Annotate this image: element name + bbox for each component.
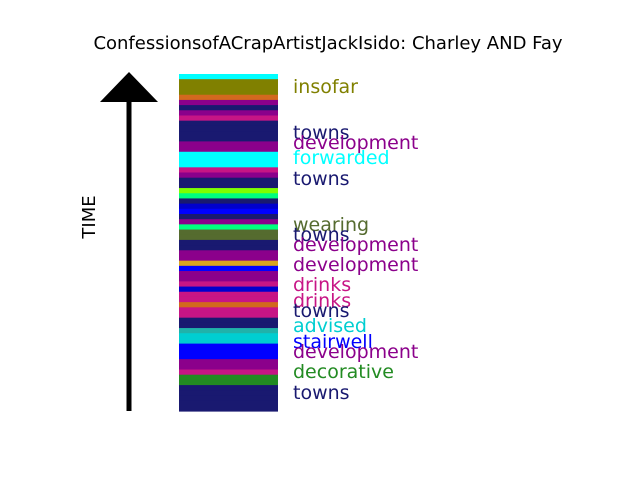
timeline-band xyxy=(179,110,278,117)
timeline-band xyxy=(179,348,278,355)
timeline-band xyxy=(179,328,278,334)
timeline-band xyxy=(179,167,278,174)
timeline-band xyxy=(179,131,278,137)
chart-title: ConfessionsofACrapArtistJackIsido: Charl… xyxy=(93,33,562,54)
timeline-band xyxy=(179,390,278,397)
timeline-band xyxy=(179,333,278,340)
timeline-band xyxy=(179,369,278,376)
timeline-band xyxy=(179,255,278,262)
timeline-band xyxy=(179,302,278,308)
timeline-band xyxy=(179,203,278,210)
timeline-band xyxy=(179,79,278,85)
timeline-band xyxy=(179,317,278,324)
timeline-band xyxy=(179,182,278,189)
event-label: towns xyxy=(293,300,350,322)
timeline-band xyxy=(179,364,278,371)
timeline-band xyxy=(179,286,278,293)
timeline-band xyxy=(179,115,278,122)
event-label: stairwell xyxy=(293,331,373,353)
event-label: forwarded xyxy=(293,147,390,169)
timeline-band xyxy=(179,172,278,179)
event-label: wearing xyxy=(293,214,369,236)
timeline-band xyxy=(179,359,278,365)
event-label: drinks xyxy=(293,274,351,296)
timeline-band xyxy=(179,281,278,288)
timeline-band xyxy=(179,177,278,184)
timeline-band xyxy=(179,234,278,241)
event-label: advised xyxy=(293,315,367,337)
timeline-band xyxy=(179,395,278,402)
timeline-band xyxy=(179,208,278,215)
event-label: development xyxy=(293,341,418,363)
timeline-band xyxy=(179,338,278,345)
timeline-band xyxy=(179,265,278,272)
timeline-band xyxy=(179,312,278,319)
timeline-band xyxy=(179,250,278,257)
timeline-band xyxy=(179,374,278,381)
timeline-band xyxy=(179,151,278,158)
timeline-band xyxy=(179,322,278,329)
event-label: towns xyxy=(293,122,350,144)
timeline-band xyxy=(179,239,278,246)
timeline-band xyxy=(179,84,278,91)
timeline-band xyxy=(179,379,278,386)
timeline-band xyxy=(179,162,278,168)
timeline-band xyxy=(179,271,278,277)
timeline-band xyxy=(179,146,278,153)
event-label: towns xyxy=(293,382,350,404)
time-axis: TIME xyxy=(79,72,158,411)
timeline-band xyxy=(179,400,278,407)
event-label: insofar xyxy=(293,76,358,98)
timeline-band xyxy=(179,353,278,360)
timeline-band xyxy=(179,141,278,148)
timeline-band xyxy=(179,291,278,298)
timeline-band xyxy=(179,296,278,303)
timeline-band xyxy=(179,120,278,127)
timeline-band xyxy=(179,213,278,220)
timeline-band xyxy=(179,99,278,106)
timeline-band xyxy=(179,343,278,350)
event-label: towns xyxy=(293,168,350,190)
timeline-bar xyxy=(179,74,278,412)
event-label: drinks xyxy=(293,290,351,312)
timeline-band xyxy=(179,156,278,163)
timeline-band xyxy=(179,276,278,282)
event-label: decorative xyxy=(293,361,394,383)
timeline-band xyxy=(179,125,278,132)
timeline-band xyxy=(179,89,278,96)
timeline-band xyxy=(179,94,278,101)
timeline-band xyxy=(179,385,278,391)
timeline-band xyxy=(179,229,278,236)
timeline-band xyxy=(179,224,278,231)
event-label: towns xyxy=(293,224,350,246)
timeline-band xyxy=(179,193,278,200)
timeline-band xyxy=(179,74,278,80)
timeline-band xyxy=(179,260,278,267)
event-label: development xyxy=(293,132,418,154)
timeline-band xyxy=(179,307,278,314)
time-axis-label: TIME xyxy=(79,195,100,239)
timeline-band xyxy=(179,198,278,205)
timeline-band xyxy=(179,219,278,225)
timeline-band xyxy=(179,136,278,142)
timeline-band xyxy=(179,245,278,251)
event-label: development xyxy=(293,234,418,256)
timeline-band xyxy=(179,105,278,111)
time-axis-arrowhead xyxy=(100,72,158,102)
timeline-band xyxy=(179,188,278,194)
timeline-band xyxy=(179,405,278,412)
event-labels: insofartownsdevelopmentforwardedtownswea… xyxy=(293,76,418,404)
event-label: development xyxy=(293,254,418,276)
